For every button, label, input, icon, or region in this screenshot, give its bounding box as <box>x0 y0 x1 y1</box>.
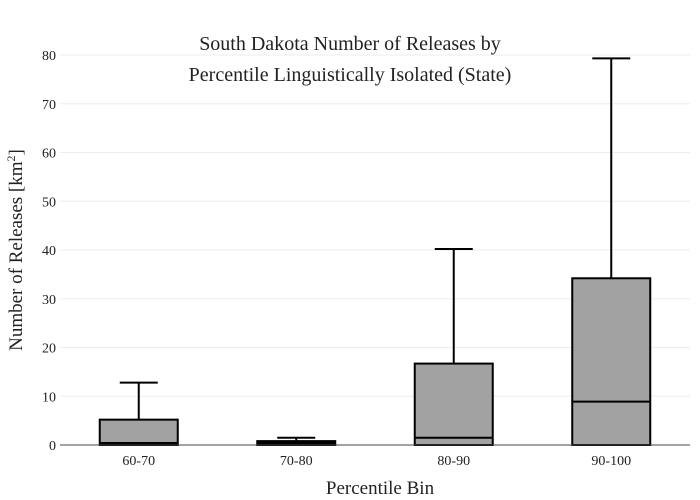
y-tick-label-20: 20 <box>42 342 56 357</box>
x-tick-label-70-80: 70-80 <box>280 454 313 469</box>
box-rect-60-70 <box>98 418 179 446</box>
grid-lines <box>60 54 690 397</box>
y-tick-label-60: 60 <box>42 147 56 162</box>
box-70-80 <box>256 436 337 447</box>
chart-title-line-2: Percentile Linguistically Isolated (Stat… <box>189 64 512 86</box>
y-tick-label-40: 40 <box>42 244 56 259</box>
y-tick-label-50: 50 <box>42 195 56 210</box>
x-axis-title: Percentile Bin <box>326 478 435 499</box>
box-rect-90-100 <box>571 277 652 446</box>
x-tick-label-90-100: 90-100 <box>591 454 631 469</box>
y-axis-title-superscript: 2 <box>4 155 18 161</box>
x-tick-labels: 60-70 70-80 80-90 90-100 <box>122 454 631 469</box>
y-axis-title: Number of Releases [km2] <box>4 149 27 351</box>
box-90-100 <box>571 57 652 446</box>
box-60-70 <box>98 381 179 446</box>
box-rect-80-90 <box>413 362 494 446</box>
y-tick-labels: 0 10 20 30 40 50 60 70 80 <box>42 49 56 454</box>
y-tick-label-70: 70 <box>42 98 56 113</box>
chart-title-line-1: South Dakota Number of Releases by <box>199 33 501 55</box>
y-tick-label-80: 80 <box>42 49 56 64</box>
x-tick-label-60-70: 60-70 <box>122 454 155 469</box>
x-tick-label-80-90: 80-90 <box>437 454 470 469</box>
y-axis-title-close: ] <box>6 149 27 155</box>
y-tick-label-30: 30 <box>42 293 56 308</box>
y-axis-title-main: Number of Releases [km <box>6 161 27 351</box>
y-tick-label-10: 10 <box>42 390 56 405</box>
y-tick-label-0: 0 <box>49 439 56 454</box>
box-series <box>98 57 652 447</box>
